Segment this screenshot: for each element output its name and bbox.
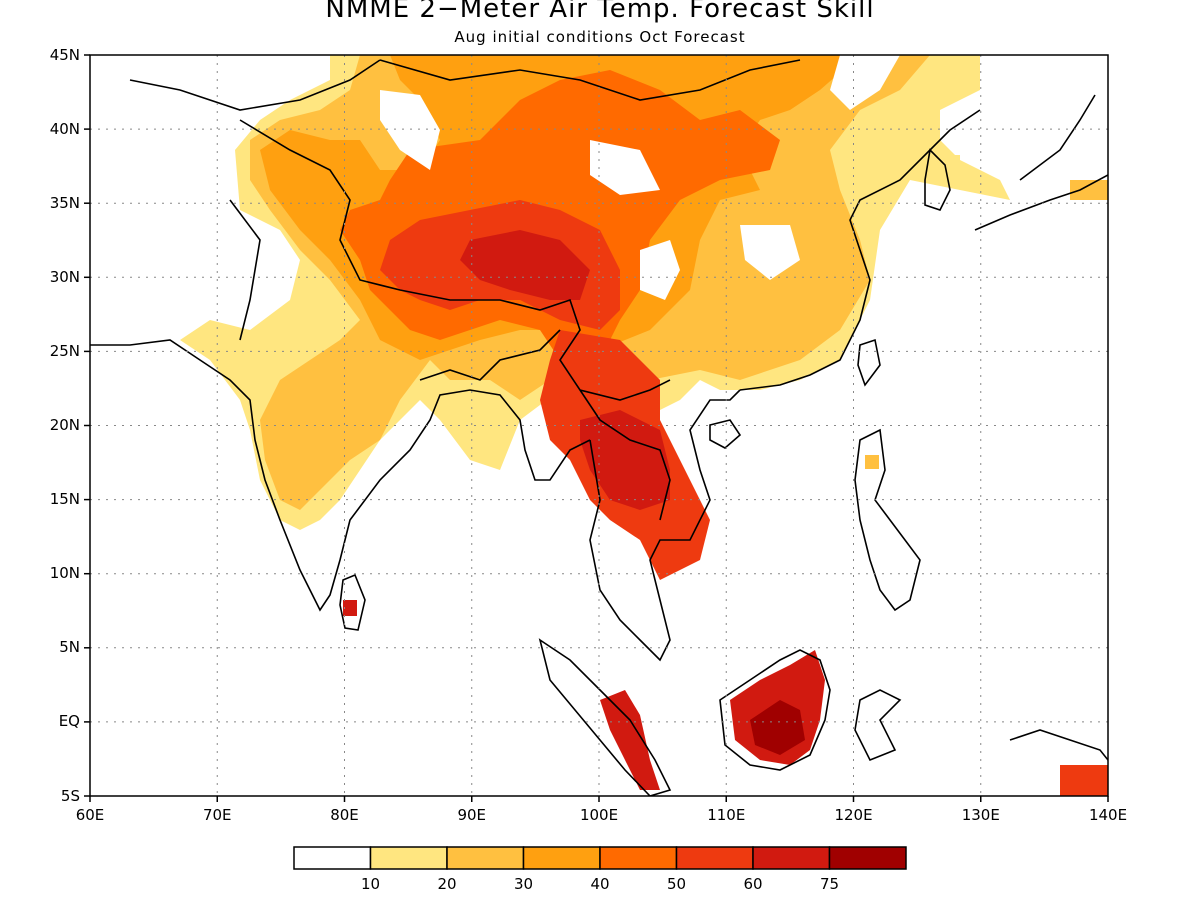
y-tick-label: 35N bbox=[50, 194, 80, 212]
skill-region-60-75 bbox=[580, 410, 670, 510]
legend-swatch bbox=[293, 846, 372, 870]
y-tick-label: 30N bbox=[50, 268, 80, 286]
coast-hainan bbox=[709, 419, 742, 449]
legend-label: 40 bbox=[590, 875, 609, 893]
legend-label: 50 bbox=[667, 875, 686, 893]
coast-japan bbox=[974, 94, 1108, 231]
legend-swatch bbox=[446, 846, 525, 870]
x-tick-label: 70E bbox=[203, 806, 232, 824]
coast-indochina bbox=[589, 389, 741, 662]
coast-sumatra bbox=[538, 638, 672, 796]
y-tick-label: 15N bbox=[50, 490, 80, 508]
skill-region-60-75 bbox=[460, 230, 590, 300]
x-tick-label: 140E bbox=[1089, 806, 1127, 824]
legend-swatch bbox=[675, 846, 754, 870]
skill-region-sumatra bbox=[600, 690, 660, 790]
coast-srilanka bbox=[339, 573, 366, 631]
coast-sulawesi bbox=[854, 689, 902, 762]
skill-region-japan bbox=[1070, 180, 1108, 200]
x-tick-label: 90E bbox=[457, 806, 486, 824]
skill-region-none bbox=[640, 240, 680, 300]
map-title: NMME 2−Meter Air Temp. Forecast Skill bbox=[325, 0, 875, 24]
skill-region-none bbox=[90, 55, 330, 400]
skill-region-korea bbox=[940, 155, 960, 185]
y-tick-label: EQ bbox=[59, 712, 80, 730]
legend-label: 30 bbox=[514, 875, 533, 893]
axis-ticks bbox=[84, 54, 1109, 802]
skill-region-borneo-core bbox=[750, 700, 805, 755]
coast-india bbox=[90, 339, 591, 612]
coast-taiwan bbox=[857, 338, 881, 387]
x-tick-label: 60E bbox=[76, 806, 105, 824]
skill-region-newguinea bbox=[1060, 765, 1108, 796]
coast-korea bbox=[924, 148, 951, 211]
legend-label: 10 bbox=[361, 875, 380, 893]
y-tick-label: 20N bbox=[50, 416, 80, 434]
legend-swatch bbox=[369, 846, 448, 870]
skill-region-none bbox=[740, 225, 800, 280]
y-tick-label: 45N bbox=[50, 46, 80, 64]
x-tick-label: 100E bbox=[580, 806, 618, 824]
skill-region-none bbox=[830, 55, 900, 110]
coast-philippines bbox=[854, 428, 921, 612]
color-legend: 10 20 30 40 50 60 75 bbox=[293, 846, 907, 893]
legend-swatch bbox=[599, 846, 678, 870]
y-tick-labels: 45N 40N 35N 30N 25N 20N 15N 10N 5N EQ 5S bbox=[50, 46, 80, 805]
y-tick-label: 5N bbox=[59, 638, 80, 656]
x-tick-label: 120E bbox=[834, 806, 872, 824]
y-tick-label: 5S bbox=[61, 787, 80, 805]
y-tick-label: 40N bbox=[50, 120, 80, 138]
coast-borneo bbox=[719, 649, 831, 771]
x-tick-label: 80E bbox=[330, 806, 359, 824]
y-tick-label: 25N bbox=[50, 342, 80, 360]
legend-swatch bbox=[522, 846, 601, 870]
legend-swatch bbox=[752, 846, 831, 870]
skill-field bbox=[90, 55, 1108, 796]
skill-region-none bbox=[380, 90, 440, 170]
x-tick-label: 110E bbox=[707, 806, 745, 824]
skill-region-philippines bbox=[865, 455, 879, 469]
legend-swatch bbox=[828, 846, 907, 870]
x-tick-label: 130E bbox=[962, 806, 1000, 824]
legend-label: 20 bbox=[437, 875, 456, 893]
gridlines bbox=[90, 55, 1108, 796]
skill-region-none bbox=[590, 140, 660, 195]
border-inland bbox=[129, 59, 801, 521]
legend-label: 75 bbox=[820, 875, 839, 893]
map-subtitle: Aug initial conditions Oct Forecast bbox=[454, 28, 746, 46]
y-tick-label: 10N bbox=[50, 564, 80, 582]
legend-label: 60 bbox=[743, 875, 762, 893]
coastlines bbox=[90, 59, 1108, 796]
x-tick-labels: 60E 70E 80E 90E 100E 110E 120E 130E 140E bbox=[76, 806, 1127, 824]
coast-newguinea bbox=[1009, 729, 1108, 761]
skill-region-srilanka bbox=[343, 600, 357, 616]
